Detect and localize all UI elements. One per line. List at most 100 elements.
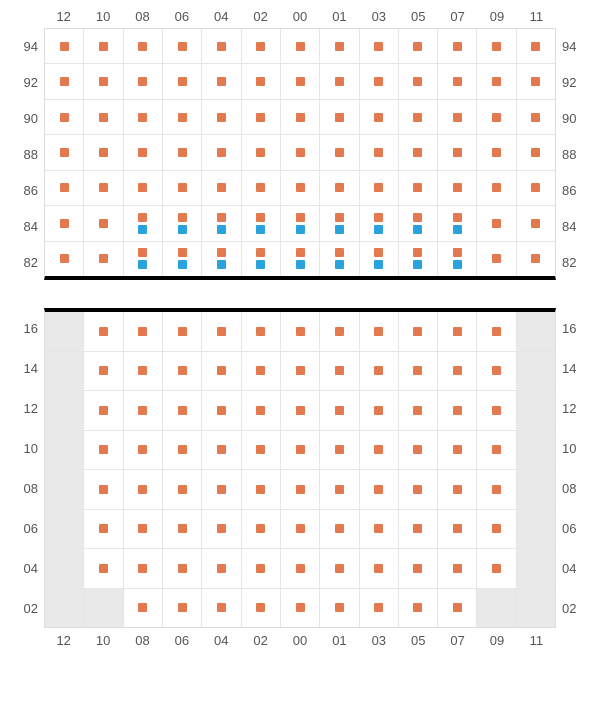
seat-cell[interactable] xyxy=(399,391,438,430)
seat-cell[interactable] xyxy=(163,312,202,351)
seat-cell[interactable] xyxy=(320,206,359,240)
seat-cell[interactable] xyxy=(438,589,477,628)
seat-cell[interactable] xyxy=(438,242,477,276)
seat-cell[interactable] xyxy=(517,549,555,588)
seat-cell[interactable] xyxy=(202,352,241,391)
seat-cell[interactable] xyxy=(163,100,202,134)
seat-cell[interactable] xyxy=(399,470,438,509)
seat-cell[interactable] xyxy=(281,171,320,205)
seat-cell[interactable] xyxy=(163,242,202,276)
seat-cell[interactable] xyxy=(477,470,516,509)
seat-cell[interactable] xyxy=(281,206,320,240)
seat-cell[interactable] xyxy=(320,510,359,549)
seat-cell[interactable] xyxy=(399,312,438,351)
seat-cell[interactable] xyxy=(163,589,202,628)
seat-cell[interactable] xyxy=(517,100,555,134)
seat-cell[interactable] xyxy=(399,206,438,240)
seat-cell[interactable] xyxy=(84,100,123,134)
seat-cell[interactable] xyxy=(84,29,123,63)
seat-cell[interactable] xyxy=(45,391,84,430)
seat-cell[interactable] xyxy=(320,29,359,63)
seat-cell[interactable] xyxy=(163,171,202,205)
seat-cell[interactable] xyxy=(399,171,438,205)
seat-cell[interactable] xyxy=(360,549,399,588)
seat-cell[interactable] xyxy=(202,431,241,470)
seat-cell[interactable] xyxy=(202,391,241,430)
seat-cell[interactable] xyxy=(477,171,516,205)
seat-cell[interactable] xyxy=(281,29,320,63)
seat-cell[interactable] xyxy=(517,391,555,430)
seat-cell[interactable] xyxy=(242,242,281,276)
seat-cell[interactable] xyxy=(45,510,84,549)
seat-cell[interactable] xyxy=(477,510,516,549)
seat-cell[interactable] xyxy=(202,242,241,276)
seat-cell[interactable] xyxy=(163,135,202,169)
seat-cell[interactable] xyxy=(202,589,241,628)
seat-cell[interactable] xyxy=(202,510,241,549)
seat-cell[interactable] xyxy=(202,171,241,205)
seat-cell[interactable] xyxy=(45,431,84,470)
seat-cell[interactable] xyxy=(399,100,438,134)
seat-cell[interactable] xyxy=(281,589,320,628)
seat-cell[interactable] xyxy=(320,64,359,98)
seat-cell[interactable] xyxy=(320,470,359,509)
seat-cell[interactable] xyxy=(438,206,477,240)
seat-cell[interactable] xyxy=(477,549,516,588)
seat-cell[interactable] xyxy=(477,589,516,628)
seat-cell[interactable] xyxy=(242,510,281,549)
seat-cell[interactable] xyxy=(360,171,399,205)
seat-cell[interactable] xyxy=(84,470,123,509)
seat-cell[interactable] xyxy=(202,470,241,509)
seat-cell[interactable] xyxy=(477,242,516,276)
seat-cell[interactable] xyxy=(438,391,477,430)
seat-cell[interactable] xyxy=(320,100,359,134)
seat-cell[interactable] xyxy=(124,510,163,549)
seat-cell[interactable] xyxy=(45,64,84,98)
seat-cell[interactable] xyxy=(360,100,399,134)
seat-cell[interactable] xyxy=(517,470,555,509)
seat-cell[interactable] xyxy=(360,29,399,63)
seat-cell[interactable] xyxy=(242,64,281,98)
seat-cell[interactable] xyxy=(477,206,516,240)
seat-cell[interactable] xyxy=(517,312,555,351)
seat-cell[interactable] xyxy=(438,135,477,169)
seat-cell[interactable] xyxy=(399,242,438,276)
seat-cell[interactable] xyxy=(320,312,359,351)
seat-cell[interactable] xyxy=(163,470,202,509)
seat-cell[interactable] xyxy=(124,391,163,430)
seat-cell[interactable] xyxy=(163,431,202,470)
seat-cell[interactable] xyxy=(45,352,84,391)
seat-cell[interactable] xyxy=(242,352,281,391)
seat-cell[interactable] xyxy=(438,29,477,63)
seat-cell[interactable] xyxy=(242,470,281,509)
seat-cell[interactable] xyxy=(84,549,123,588)
seat-cell[interactable] xyxy=(360,242,399,276)
seat-cell[interactable] xyxy=(477,135,516,169)
seat-cell[interactable] xyxy=(320,391,359,430)
seat-cell[interactable] xyxy=(281,242,320,276)
seat-cell[interactable] xyxy=(84,589,123,628)
seat-cell[interactable] xyxy=(517,242,555,276)
seat-cell[interactable] xyxy=(124,29,163,63)
seat-cell[interactable] xyxy=(242,312,281,351)
seat-cell[interactable] xyxy=(517,64,555,98)
seat-cell[interactable] xyxy=(517,29,555,63)
seat-cell[interactable] xyxy=(438,171,477,205)
seat-cell[interactable] xyxy=(124,589,163,628)
seat-cell[interactable] xyxy=(163,29,202,63)
seat-cell[interactable] xyxy=(360,312,399,351)
seat-cell[interactable] xyxy=(84,206,123,240)
seat-cell[interactable] xyxy=(438,100,477,134)
seat-cell[interactable] xyxy=(84,312,123,351)
seat-cell[interactable] xyxy=(124,352,163,391)
seat-cell[interactable] xyxy=(124,431,163,470)
seat-cell[interactable] xyxy=(477,29,516,63)
seat-cell[interactable] xyxy=(399,589,438,628)
seat-cell[interactable] xyxy=(438,549,477,588)
seat-cell[interactable] xyxy=(399,135,438,169)
seat-cell[interactable] xyxy=(84,431,123,470)
seat-cell[interactable] xyxy=(477,64,516,98)
seat-cell[interactable] xyxy=(517,431,555,470)
seat-cell[interactable] xyxy=(45,100,84,134)
seat-cell[interactable] xyxy=(45,589,84,628)
